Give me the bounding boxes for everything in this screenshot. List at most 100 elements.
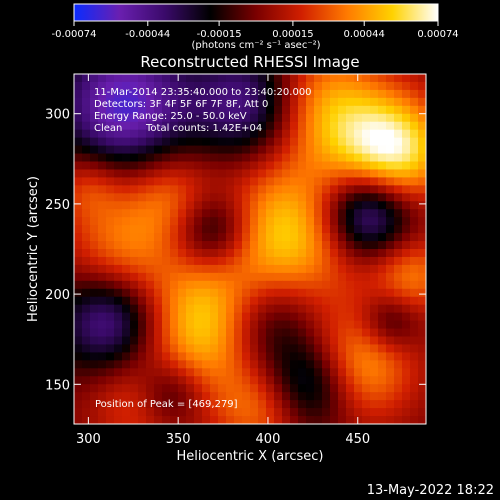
heatmap-cell bbox=[338, 113, 347, 123]
heatmap-cell bbox=[106, 360, 115, 369]
heatmap-cell bbox=[258, 328, 267, 338]
heatmap-cell bbox=[90, 416, 99, 424]
heatmap-cell bbox=[394, 209, 403, 218]
heatmap-cell bbox=[162, 392, 171, 401]
heatmap-cell bbox=[146, 81, 155, 91]
heatmap-cell bbox=[298, 121, 307, 131]
heatmap-cell bbox=[402, 153, 411, 163]
heatmap-cell bbox=[282, 209, 291, 218]
heatmap-cell bbox=[194, 280, 203, 290]
heatmap-cell bbox=[266, 296, 275, 306]
heatmap-cell bbox=[258, 209, 267, 218]
heatmap-cell bbox=[226, 233, 235, 242]
heatmap-cell bbox=[226, 169, 235, 178]
heatmap-cell bbox=[138, 416, 147, 424]
heatmap-cell bbox=[346, 129, 355, 139]
heatmap-cell bbox=[90, 344, 99, 353]
heatmap-cell bbox=[354, 328, 363, 338]
heatmap-cell bbox=[146, 400, 155, 409]
heatmap-cell bbox=[418, 161, 426, 171]
heatmap-cell bbox=[274, 161, 283, 171]
chart-title: Reconstructed RHESSI Image bbox=[140, 53, 359, 71]
heatmap-cell bbox=[162, 280, 171, 290]
heatmap-cell bbox=[194, 113, 203, 123]
heatmap-cell bbox=[370, 384, 379, 393]
heatmap-cell bbox=[226, 272, 235, 282]
heatmap-cell bbox=[274, 193, 283, 202]
heatmap-cell bbox=[330, 416, 339, 424]
heatmap-cell bbox=[354, 249, 363, 258]
heatmap-cell bbox=[90, 193, 99, 202]
heatmap-cell bbox=[154, 217, 163, 226]
heatmap-cell bbox=[266, 241, 275, 250]
heatmap-cell bbox=[234, 89, 243, 99]
heatmap-cell bbox=[322, 249, 331, 258]
heatmap-cell bbox=[410, 177, 419, 186]
heatmap-cell bbox=[298, 400, 307, 409]
heatmap-cell bbox=[122, 161, 131, 171]
heatmap-cell bbox=[146, 344, 155, 353]
heatmap-cell bbox=[378, 153, 387, 163]
heatmap-cell bbox=[146, 193, 155, 202]
heatmap-cell bbox=[378, 201, 387, 210]
heatmap-cell bbox=[226, 161, 235, 171]
heatmap-cell bbox=[234, 233, 243, 242]
heatmap-cell bbox=[290, 241, 299, 250]
heatmap-cell bbox=[338, 312, 347, 322]
heatmap-cell bbox=[162, 89, 171, 99]
heatmap-cell bbox=[378, 129, 387, 139]
heatmap-cell bbox=[178, 384, 187, 393]
heatmap-cell bbox=[338, 408, 347, 417]
heatmap-cell bbox=[298, 209, 307, 218]
heatmap-cell bbox=[314, 296, 323, 306]
heatmap-cell bbox=[418, 137, 426, 147]
heatmap-cell bbox=[338, 272, 347, 282]
heatmap-cell bbox=[314, 416, 323, 424]
heatmap-cell bbox=[98, 137, 107, 147]
heatmap-cell bbox=[74, 344, 83, 353]
heatmap-cell bbox=[354, 233, 363, 242]
heatmap-cell bbox=[106, 129, 115, 139]
heatmap-cell bbox=[354, 416, 363, 424]
heatmap-cell bbox=[386, 217, 395, 226]
heatmap-cell bbox=[378, 89, 387, 99]
heatmap-cell bbox=[114, 161, 123, 171]
heatmap-cell bbox=[122, 129, 131, 139]
heatmap-cell bbox=[362, 121, 371, 131]
heatmap-cell bbox=[122, 344, 131, 353]
heatmap-cell bbox=[410, 384, 419, 393]
heatmap-cell bbox=[130, 81, 139, 91]
heatmap-cell bbox=[258, 264, 267, 274]
heatmap-cell bbox=[210, 344, 219, 353]
heatmap-cell bbox=[98, 225, 107, 234]
heatmap-cell bbox=[242, 336, 251, 346]
heatmap-cell bbox=[114, 81, 123, 91]
heatmap-cell bbox=[290, 344, 299, 353]
heatmap-cell bbox=[234, 169, 243, 178]
heatmap-cell bbox=[314, 312, 323, 322]
heatmap-cell bbox=[210, 328, 219, 338]
heatmap-cell bbox=[186, 320, 195, 330]
heatmap-cell bbox=[362, 193, 371, 202]
heatmap-cell bbox=[242, 225, 251, 234]
heatmap-cell bbox=[410, 312, 419, 322]
heatmap-cell bbox=[322, 225, 331, 234]
heatmap-cell bbox=[290, 153, 299, 163]
heatmap-cell bbox=[98, 400, 107, 409]
heatmap-cell bbox=[98, 320, 107, 330]
heatmap-cell bbox=[250, 161, 259, 171]
heatmap-cell bbox=[386, 97, 395, 107]
heatmap-cell bbox=[330, 241, 339, 250]
heatmap-cell bbox=[106, 312, 115, 322]
heatmap-cell bbox=[186, 416, 195, 424]
heatmap-cell bbox=[194, 320, 203, 330]
heatmap-cell bbox=[242, 416, 251, 424]
heatmap-cell bbox=[178, 233, 187, 242]
heatmap-cell bbox=[138, 137, 147, 147]
heatmap-cell bbox=[306, 272, 315, 282]
heatmap-cell bbox=[90, 153, 99, 163]
heatmap-cell bbox=[74, 177, 83, 186]
y-tick-label: 250 bbox=[45, 198, 70, 213]
heatmap-cell bbox=[74, 328, 83, 338]
heatmap-cell bbox=[234, 376, 243, 385]
